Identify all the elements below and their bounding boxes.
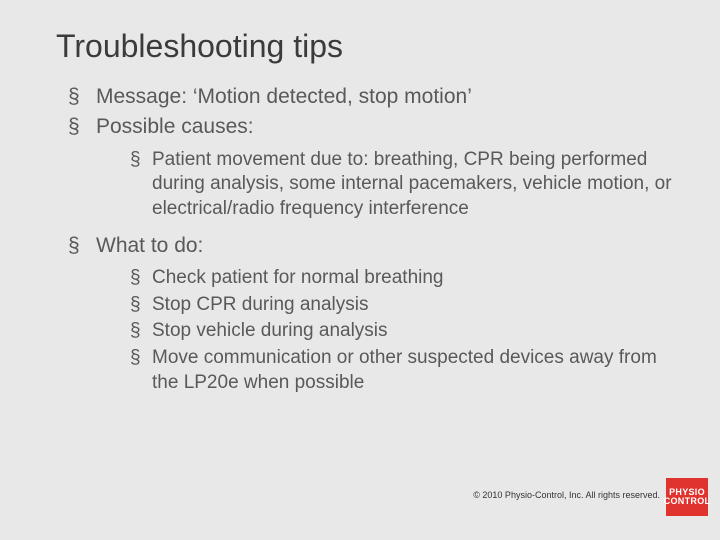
list-item-label: What to do: [96, 234, 203, 257]
slide: Troubleshooting tips Message: ‘Motion de… [0, 0, 720, 540]
list-item: Message: ‘Motion detected, stop motion’ [68, 83, 672, 111]
list-item: Patient movement due to: breathing, CPR … [130, 148, 672, 222]
list-item-label: Possible causes: [96, 115, 254, 138]
list-item: Check patient for normal breathing [130, 266, 672, 291]
bullet-list-lvl2: Check patient for normal breathing Stop … [96, 266, 672, 395]
slide-title: Troubleshooting tips [56, 28, 672, 65]
list-item: Move communication or other suspected de… [130, 346, 672, 395]
list-item: Stop vehicle during analysis [130, 319, 672, 344]
list-item: Possible causes: Patient movement due to… [68, 113, 672, 221]
list-item: What to do: Check patient for normal bre… [68, 232, 672, 396]
bullet-list-lvl2: Patient movement due to: breathing, CPR … [96, 148, 672, 222]
copyright-footer: © 2010 Physio-Control, Inc. All rights r… [473, 490, 660, 500]
physio-control-logo: PHYSIOCONTROL [666, 478, 708, 516]
list-item: Stop CPR during analysis [130, 293, 672, 318]
bullet-list-lvl1: Message: ‘Motion detected, stop motion’ … [56, 83, 672, 396]
